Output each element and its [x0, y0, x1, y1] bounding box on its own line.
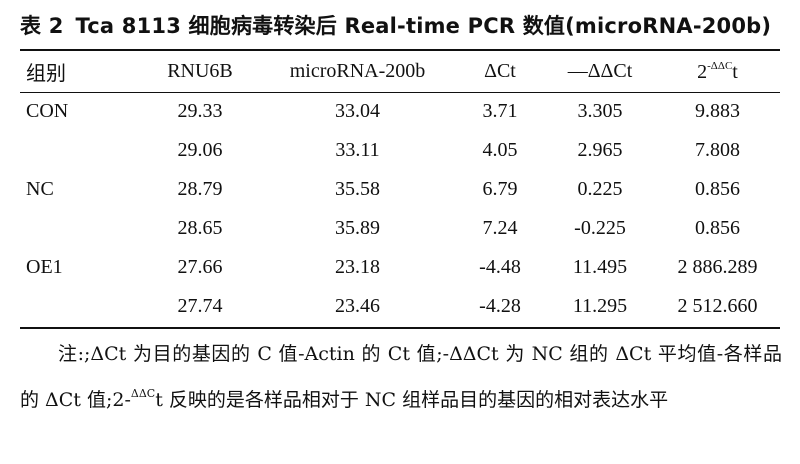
cell-group: CON [26, 100, 69, 122]
fold-exponent: -ΔΔC [707, 59, 733, 72]
cell-group [20, 209, 140, 248]
cell-dct: 7.24 [482, 217, 518, 239]
table-row: 29.06 33.11 4.05 2.965 7.808 [20, 131, 780, 170]
top-rule [20, 49, 780, 51]
cell-group [20, 131, 140, 170]
cell-mirna: 35.58 [335, 178, 380, 200]
col-header-ddct: —ΔΔCt [567, 60, 633, 82]
cell-ddct: 2.965 [577, 139, 623, 161]
cell-rnu6b: 29.33 [177, 100, 223, 122]
cell-fold: 2 886.289 [677, 256, 758, 278]
table-title: Tca 8113 细胞病毒转染后 Real-time PCR 数值(microR… [75, 14, 772, 38]
note-text-2: t 反映的是各样品相对于 NC 组样品目的基因的相对表达水平 [155, 389, 669, 411]
cell-rnu6b: 28.79 [177, 178, 223, 200]
note-text-1: 注:;ΔCt 为目的基因的 C 值-Actin 的 Ct 值;-ΔΔCt 为 N… [20, 343, 782, 411]
cell-ddct: 11.295 [572, 295, 628, 317]
cell-fold: 2 512.660 [677, 295, 758, 317]
note-exponent: ΔΔC [130, 387, 156, 400]
cell-mirna: 23.18 [335, 256, 380, 278]
cell-ddct: -0.225 [574, 217, 626, 239]
table-note: 注:;ΔCt 为目的基因的 C 值-Actin 的 Ct 值;-ΔΔCt 为 N… [20, 334, 782, 420]
table-row: 27.74 23.46 -4.28 11.295 2 512.660 [20, 287, 780, 326]
cell-fold: 0.856 [695, 178, 740, 200]
header-rule [20, 92, 780, 93]
cell-mirna: 33.11 [335, 139, 380, 161]
table-caption: 表 2 Tca 8113 细胞病毒转染后 Real-time PCR 数值(mic… [20, 6, 790, 46]
col-header-rnu6b: RNU6B [167, 60, 233, 82]
cell-fold: 9.883 [695, 100, 740, 122]
bottom-rule [20, 327, 780, 329]
header-row: 组别 RNU6B microRNA-200b ΔCt —ΔΔCt 2-ΔΔCt [20, 51, 780, 92]
table-number: 表 2 [20, 14, 64, 38]
cell-group: NC [26, 178, 54, 200]
cell-mirna: 33.04 [335, 100, 380, 122]
cell-dct: 3.71 [482, 100, 518, 122]
cell-fold: 0.856 [695, 217, 740, 239]
cell-mirna: 23.46 [335, 295, 380, 317]
table-row: OE1 27.66 23.18 -4.48 11.495 2 886.289 [20, 248, 780, 287]
cell-rnu6b: 27.74 [177, 295, 223, 317]
table-row: NC 28.79 35.58 6.79 0.225 0.856 [20, 170, 780, 209]
cell-rnu6b: 29.06 [177, 139, 223, 161]
cell-mirna: 35.89 [335, 217, 380, 239]
cell-dct: 6.79 [482, 178, 518, 200]
fold-base: 2 [697, 60, 708, 83]
cell-dct: -4.48 [479, 256, 521, 278]
cell-rnu6b: 28.65 [177, 217, 223, 239]
cell-group: OE1 [26, 256, 63, 278]
pcr-table: 组别 RNU6B microRNA-200b ΔCt —ΔΔCt 2-ΔΔCt … [20, 51, 780, 326]
cell-ddct: 0.225 [577, 178, 623, 200]
cell-group [20, 287, 140, 326]
col-header-fold: 2-ΔΔCt [655, 51, 780, 92]
col-header-mirna: microRNA-200b [289, 60, 426, 82]
table-row: CON 29.33 33.04 3.71 3.305 9.883 [20, 92, 780, 131]
table-row: 28.65 35.89 7.24 -0.225 0.856 [20, 209, 780, 248]
col-header-group: 组别 [26, 63, 66, 85]
cell-fold: 7.808 [695, 139, 740, 161]
fold-tail: t [732, 60, 738, 83]
note-paragraph: 注:;ΔCt 为目的基因的 C 值-Actin 的 Ct 值;-ΔΔCt 为 N… [20, 334, 782, 420]
col-header-dct: ΔCt [484, 60, 516, 82]
cell-ddct: 11.495 [572, 256, 628, 278]
cell-dct: 4.05 [482, 139, 518, 161]
cell-dct: -4.28 [479, 295, 521, 317]
cell-rnu6b: 27.66 [177, 256, 223, 278]
cell-ddct: 3.305 [577, 100, 623, 122]
